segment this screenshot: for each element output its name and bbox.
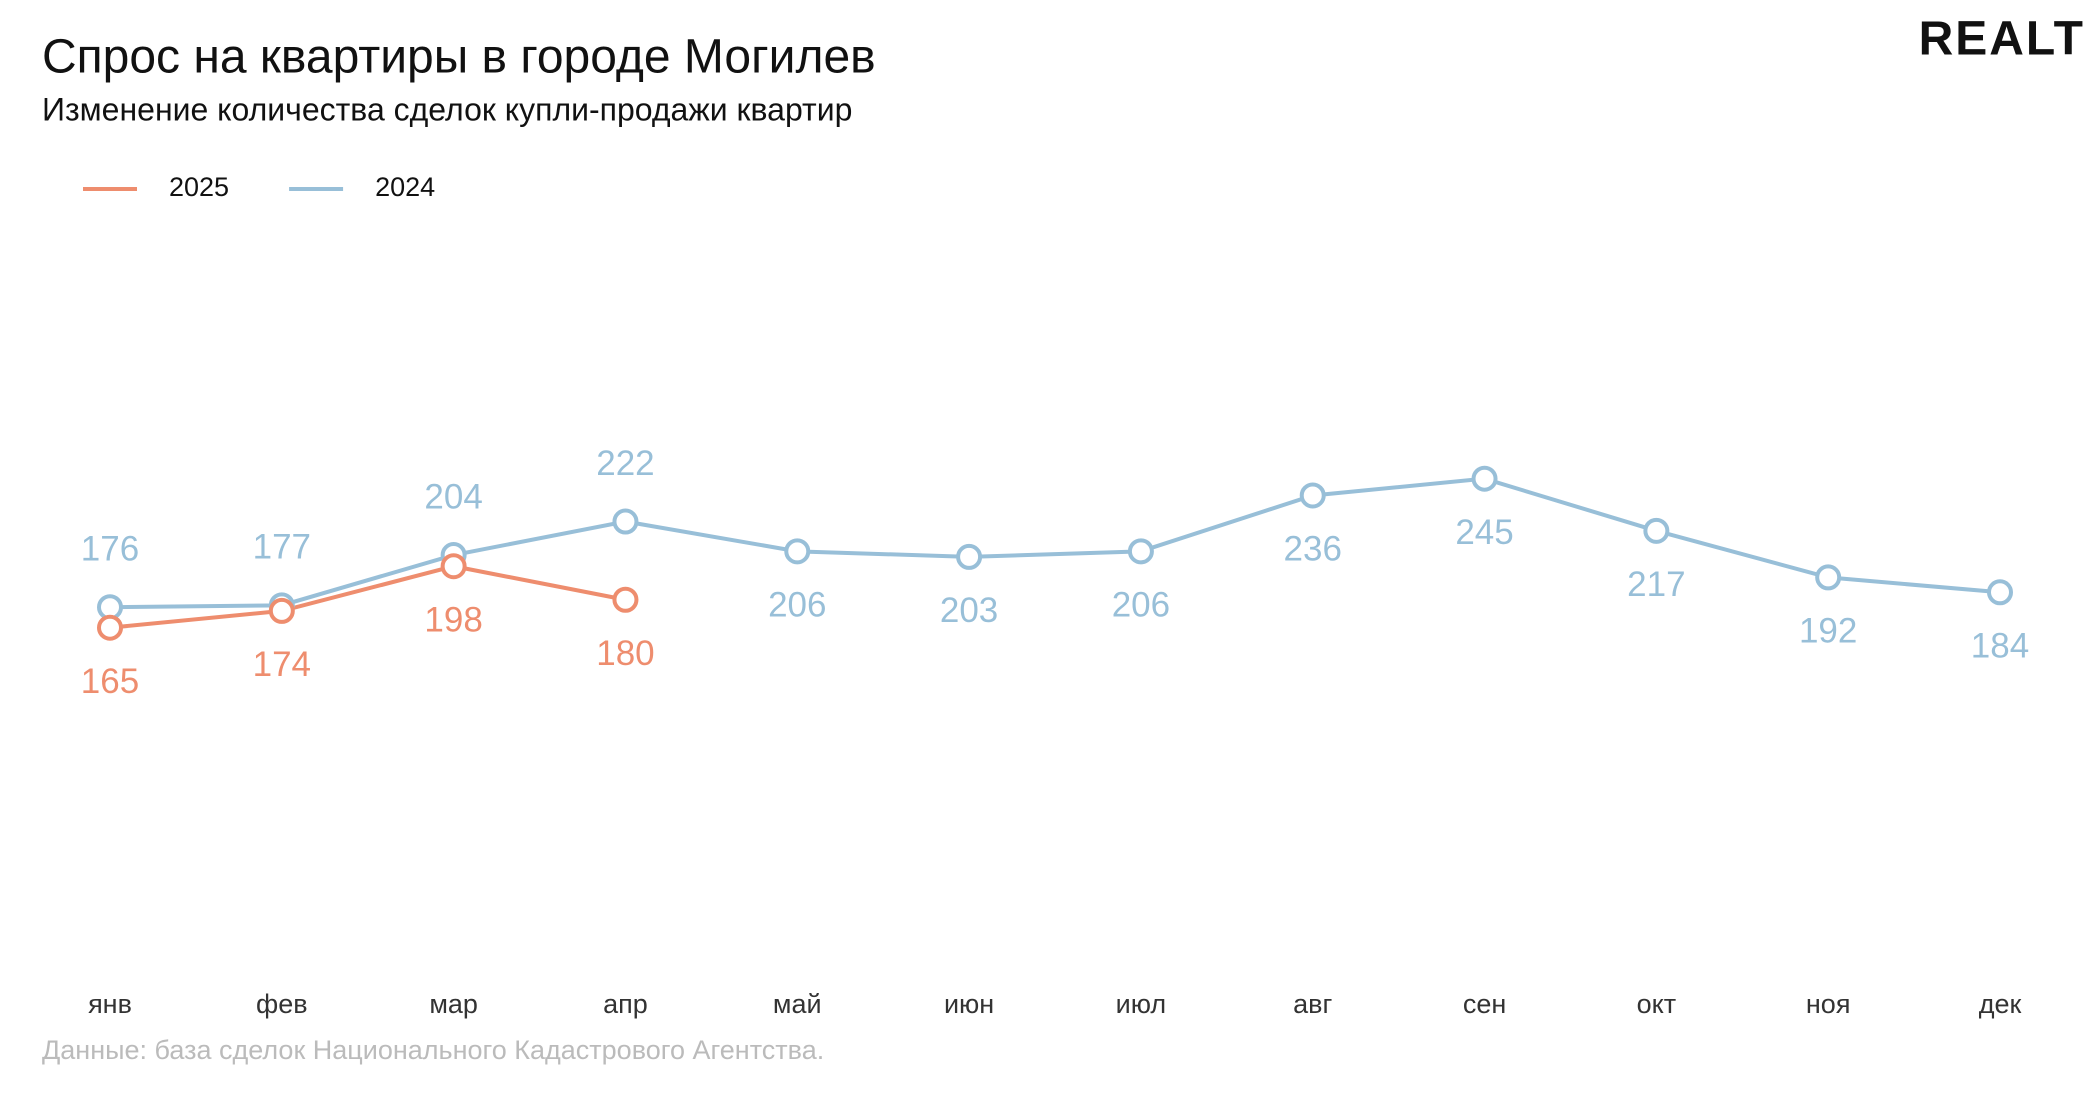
x-tick-label: дек	[1979, 989, 2022, 1019]
source-note: Данные: база сделок Национального Кадаст…	[42, 1035, 824, 1065]
point-marker	[1471, 465, 1498, 492]
x-tick-label: окт	[1637, 989, 1677, 1019]
legend-label: 2025	[169, 172, 229, 202]
data-label: 174	[253, 645, 311, 684]
data-label: 222	[596, 444, 654, 483]
x-tick-label: сен	[1463, 989, 1506, 1019]
point-marker	[1643, 517, 1670, 544]
data-label: 206	[768, 586, 826, 625]
point-marker	[1127, 538, 1154, 565]
data-label: 192	[1799, 612, 1857, 651]
x-tick-label: янв	[88, 989, 132, 1019]
data-label: 245	[1455, 513, 1513, 552]
point-marker	[268, 597, 295, 624]
data-label: 206	[1112, 586, 1170, 625]
x-tick-label: июл	[1116, 989, 1167, 1019]
data-label: 203	[940, 591, 998, 630]
data-label: 176	[81, 529, 139, 568]
point-marker	[612, 586, 639, 613]
x-tick-label: фев	[256, 989, 308, 1019]
point-marker	[1815, 564, 1842, 591]
point-marker	[612, 508, 639, 535]
data-label: 204	[424, 477, 482, 516]
data-label: 165	[81, 662, 139, 701]
point-marker	[97, 614, 123, 641]
point-marker	[1299, 482, 1326, 509]
legend-label: 2024	[375, 172, 435, 202]
data-label: 198	[424, 600, 482, 639]
logo: REALT	[1919, 13, 2085, 66]
data-label: 236	[1284, 530, 1342, 569]
chart-title: Спрос на квартиры в городе Могилев	[42, 31, 876, 84]
data-label: 184	[1971, 627, 2029, 666]
x-tick-label: ноя	[1806, 989, 1851, 1019]
data-label: 180	[596, 634, 654, 673]
x-tick-label: авг	[1293, 989, 1332, 1019]
point-marker	[1987, 579, 2013, 606]
series-line	[109, 476, 2001, 610]
point-marker	[784, 538, 811, 565]
series-line	[109, 564, 626, 630]
x-tick-label: май	[773, 989, 822, 1019]
x-tick-label: июн	[944, 989, 994, 1019]
point-marker	[956, 543, 983, 570]
x-tick-label: апр	[603, 989, 648, 1019]
chart-subtitle: Изменение количества сделок купли-продаж…	[42, 91, 852, 127]
x-tick-label: мар	[429, 989, 478, 1019]
data-label: 217	[1627, 565, 1685, 604]
data-label: 177	[253, 528, 311, 567]
point-marker	[440, 553, 467, 580]
